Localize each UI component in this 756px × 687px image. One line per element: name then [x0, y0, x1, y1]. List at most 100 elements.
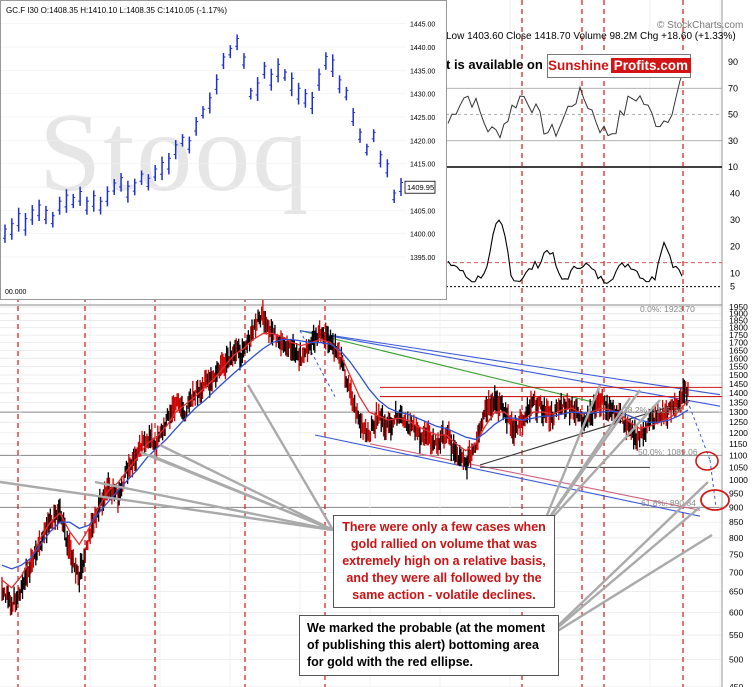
price-tick-label: 850	[729, 517, 743, 527]
inset-tick-label: 1440.00	[410, 45, 435, 52]
support-line	[369, 443, 701, 511]
inset-tick-label: 1415.00	[410, 162, 435, 169]
volume-annotation: There were only a few cases when gold ra…	[333, 515, 555, 608]
price-tick-label: 1500	[729, 370, 748, 380]
annotation-pointer	[542, 481, 709, 641]
bottom-annotation: We marked the probable (at the moment of…	[299, 615, 559, 676]
price-tick-label: 650	[729, 587, 743, 597]
moving-average-red	[1, 332, 689, 589]
price-tick-label: 1850	[729, 316, 748, 326]
annotation-pointer	[0, 480, 334, 532]
volume-tick-label: 40	[730, 188, 740, 198]
blue-resistance-line	[299, 330, 721, 407]
inset-title: GC.F I30 O:1408.35 H:1410.10 L:1408.35 C…	[6, 6, 228, 15]
price-tick-label: 1900	[729, 309, 748, 319]
volume-tick-label: 5	[730, 282, 735, 292]
annotation-pointer	[542, 533, 713, 642]
price-series	[1, 298, 689, 616]
rsi-panel: 90 70 50 30 10	[446, 57, 738, 172]
annotation-pointer	[540, 399, 661, 531]
price-tick-label: 1450	[729, 379, 748, 389]
annotation-pointer	[542, 506, 701, 641]
brand-part-2: Profits.com	[610, 58, 692, 73]
annotation-pointer	[159, 443, 334, 532]
stockcharts-credit: © StockCharts.com	[657, 20, 744, 31]
price-tick-label: 1950	[729, 302, 748, 312]
inset-tick-label: 1430.00	[410, 92, 435, 99]
annotation-pointer	[246, 384, 335, 531]
price-tick-label: 600	[729, 607, 743, 617]
intraday-inset: Stooq GC.F I30 O:1408.35 H:1410.10 L:140…	[0, 0, 447, 300]
moving-average-blue	[1, 338, 689, 570]
price-tick-label: 1800	[729, 323, 748, 333]
annotation-pointer	[149, 453, 334, 532]
price-tick-label: 1050	[729, 462, 748, 472]
fibonacci-label: 38.2%: 1335.26	[623, 405, 683, 415]
price-tick-label: 1150	[729, 439, 748, 449]
volume-oscillator-line	[447, 219, 683, 284]
inset-tick-label: 1395.00	[410, 255, 435, 262]
annotation-pointer	[540, 389, 641, 531]
price-tick-label: 1200	[729, 428, 748, 438]
price-axis: 1950190018501800175017001650160015501500…	[729, 302, 748, 687]
price-tick-label: 550	[729, 630, 743, 640]
price-tick-label: 500	[729, 655, 743, 665]
green-resistance-line	[299, 330, 611, 407]
rsi-tick-label: 70	[728, 83, 738, 93]
price-tick-label: 1400	[729, 388, 748, 398]
sunshine-profits-logo: Sunshine Profits.com	[547, 54, 692, 78]
price-tick-label: 800	[729, 533, 743, 543]
lower-channel-line	[314, 434, 701, 517]
price-tick-label: 1750	[729, 330, 748, 340]
fibonacci-label: 61.8%: 890.84	[641, 498, 696, 508]
volume-tick-label: 10	[730, 268, 740, 278]
price-tick-label: 1350	[729, 397, 748, 407]
price-tick-label: 1250	[729, 417, 748, 427]
volume-tick-label: 20	[730, 242, 740, 252]
first-target-ellipse	[695, 451, 719, 471]
price-tick-label: 450	[729, 682, 743, 687]
fibonacci-label: 50.0%: 1089.06	[638, 447, 698, 457]
inset-tick-label: 1400.00	[410, 232, 435, 239]
inset-tick-label: 1420.00	[410, 138, 435, 145]
projection-line	[709, 460, 717, 508]
bottoming-area-ellipse	[700, 489, 730, 511]
price-tick-label: 700	[729, 567, 743, 577]
inset-chart: 1445.00 1440.00 1435.00 1430.00 1425.00 1420.…	[1, 22, 436, 296]
ohlc-readout: Low 1403.60 Close 1418.70 Volume 98.2M C…	[446, 31, 736, 42]
price-tick-label: 750	[729, 550, 743, 560]
rsi-tick-label: 30	[728, 136, 738, 146]
fibonacci-labels: 0.0%: 1923.70 38.2%: 1335.26 50.0%: 1089.0…	[623, 304, 698, 508]
volume-panel: 40 30 20 10 5	[446, 188, 740, 292]
last-price-box	[404, 180, 436, 194]
pointer-lines	[0, 384, 713, 642]
price-tick-label: 900	[729, 502, 743, 512]
price-tick-label: 1000	[729, 475, 748, 485]
target-ellipses	[695, 451, 730, 511]
inset-tick-label: 1405.00	[410, 208, 435, 215]
price-tick-label: 1650	[729, 345, 748, 355]
price-tick-label: 1300	[729, 407, 748, 417]
last-price-label: 1409.95	[407, 183, 434, 192]
stooq-watermark: Stooq	[39, 91, 311, 215]
rsi-tick-label: 50	[728, 110, 738, 120]
price-tick-label: 1100	[729, 450, 748, 460]
annotation-pointer	[539, 384, 602, 531]
upper-channel-line	[299, 330, 721, 396]
rsi-tick-label: 10	[728, 162, 738, 172]
volume-tick-label: 30	[730, 215, 740, 225]
price-tick-label: 950	[729, 488, 743, 498]
price-tick-label: 1550	[729, 361, 748, 371]
inset-tick-label: 1435.00	[410, 68, 435, 75]
brand-part-1: Sunshine	[548, 58, 609, 73]
inset-tick-label: 1425.00	[410, 115, 435, 122]
rsi-line	[447, 69, 685, 140]
inset-time-label: 00.000	[5, 289, 27, 296]
inset-tick-label: 1445.00	[410, 22, 435, 29]
price-tick-label: 1700	[729, 338, 748, 348]
rsi-tick-label: 90	[728, 57, 738, 67]
availability-text: t is available on	[446, 57, 543, 72]
price-tick-label: 1600	[729, 353, 748, 363]
fibonacci-label: 0.0%: 1923.70	[640, 304, 695, 314]
